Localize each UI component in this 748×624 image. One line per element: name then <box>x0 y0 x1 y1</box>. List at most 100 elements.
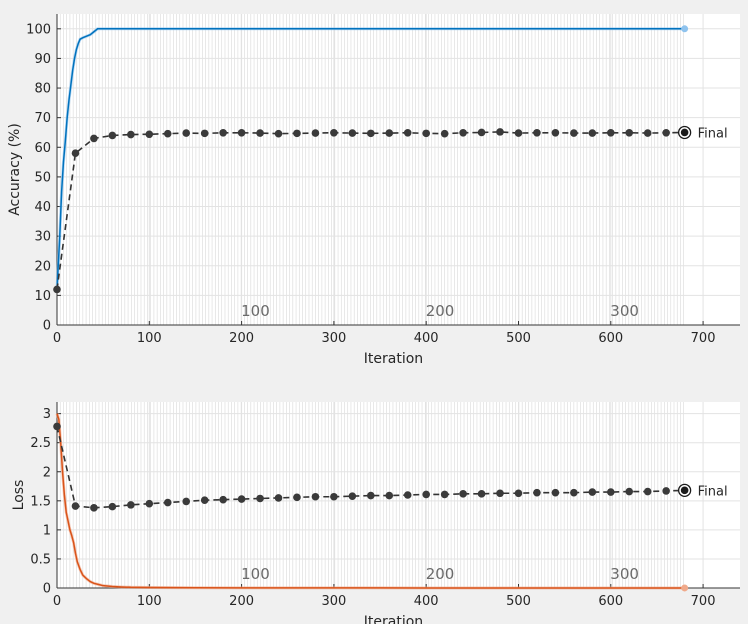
y-tick-label: 1.5 <box>30 494 51 509</box>
validation-point <box>514 489 523 498</box>
validation-point <box>200 129 209 138</box>
x-tick-label: 100 <box>137 331 162 346</box>
validation-point <box>625 487 634 496</box>
y-tick-label: 2.5 <box>30 436 51 451</box>
y-axis-label: Accuracy (%) <box>7 123 23 216</box>
validation-point <box>90 134 98 143</box>
validation-point <box>127 501 135 509</box>
validation-point <box>237 128 246 137</box>
x-tick-label: 300 <box>321 594 346 609</box>
y-tick-label: 0 <box>43 582 51 597</box>
validation-point <box>477 490 486 498</box>
validation-point <box>90 503 98 512</box>
validation-point <box>588 129 597 137</box>
validation-point <box>422 490 430 499</box>
epoch-label: 300 <box>610 565 639 583</box>
validation-point <box>182 497 191 506</box>
validation-point <box>71 502 80 510</box>
validation-point <box>625 128 634 137</box>
validation-point <box>403 491 412 499</box>
validation-point <box>200 496 209 505</box>
validation-point <box>274 129 283 138</box>
x-tick-label: 100 <box>137 594 162 609</box>
validation-point <box>477 128 486 137</box>
validation-point <box>422 129 430 138</box>
validation-point <box>330 492 338 501</box>
validation-point <box>459 490 467 498</box>
validation-point <box>606 128 615 137</box>
training-series-line <box>56 28 685 290</box>
y-tick-label: 60 <box>34 141 51 156</box>
y-tick-label: 80 <box>34 82 51 97</box>
validation-point <box>182 129 191 137</box>
validation-point <box>311 492 320 501</box>
final-validation-marker <box>680 128 689 137</box>
x-tick-label: 400 <box>414 331 439 346</box>
validation-point <box>163 498 172 507</box>
x-tick-label: 600 <box>598 331 623 346</box>
validation-point <box>330 128 338 137</box>
validation-point <box>643 129 652 137</box>
validation-point <box>53 285 61 294</box>
x-tick-label: 500 <box>506 331 531 346</box>
training-final-point <box>681 584 689 592</box>
y-tick-label: 70 <box>34 111 51 126</box>
y-tick-label: 3 <box>43 407 51 422</box>
epoch-label: 100 <box>241 565 270 583</box>
validation-point <box>163 129 172 138</box>
validation-point <box>274 494 283 502</box>
final-label: Final <box>698 126 728 141</box>
validation-point <box>588 488 597 496</box>
validation-point <box>496 128 504 136</box>
validation-point <box>293 129 301 138</box>
final-validation-marker <box>680 486 689 495</box>
y-tick-label: 40 <box>34 200 51 215</box>
validation-point <box>237 495 246 503</box>
validation-point <box>570 488 578 497</box>
validation-point <box>385 129 394 137</box>
y-tick-label: 1 <box>43 523 51 538</box>
validation-point <box>145 499 154 508</box>
y-tick-label: 90 <box>34 52 51 67</box>
y-axis-label: Loss <box>11 480 27 511</box>
validation-point <box>440 490 449 499</box>
validation-point <box>311 129 320 137</box>
validation-point <box>71 149 80 158</box>
final-label: Final <box>698 484 728 499</box>
validation-point <box>367 491 375 500</box>
x-tick-label: 700 <box>691 331 716 346</box>
y-tick-label: 0 <box>43 319 51 334</box>
training-region <box>56 402 684 588</box>
validation-point <box>145 130 154 139</box>
validation-point <box>551 488 560 497</box>
validation-point <box>108 502 117 511</box>
chart-panel-accuracy: 100 200 300 0 100 200 300 400 500 600 700 0 10 20 30 40… <box>7 14 740 367</box>
validation-point <box>348 129 357 137</box>
y-tick-label: 50 <box>34 170 51 185</box>
validation-point <box>496 489 504 498</box>
x-tick-label: 500 <box>506 594 531 609</box>
x-tick-label: 0 <box>53 331 61 346</box>
y-tick-label: 0.5 <box>30 552 51 567</box>
validation-point <box>127 130 135 139</box>
x-tick-label: 600 <box>598 594 623 609</box>
epoch-label: 200 <box>426 565 455 583</box>
validation-point <box>385 491 394 500</box>
validation-point <box>606 488 615 496</box>
y-tick-label: 10 <box>34 289 51 304</box>
plot-area <box>57 14 740 325</box>
validation-point <box>256 129 264 137</box>
epoch-label: 100 <box>241 302 270 320</box>
validation-point <box>367 129 375 138</box>
validation-point <box>403 128 412 137</box>
x-tick-label: 200 <box>229 594 254 609</box>
y-tick-label: 30 <box>34 230 51 245</box>
validation-point <box>533 488 541 497</box>
validation-point <box>514 129 523 137</box>
validation-point <box>293 493 301 502</box>
x-axis-label: Iteration <box>364 614 423 624</box>
validation-point <box>662 128 670 137</box>
x-tick-label: 400 <box>414 594 439 609</box>
validation-point <box>551 128 560 137</box>
validation-point <box>662 487 670 495</box>
